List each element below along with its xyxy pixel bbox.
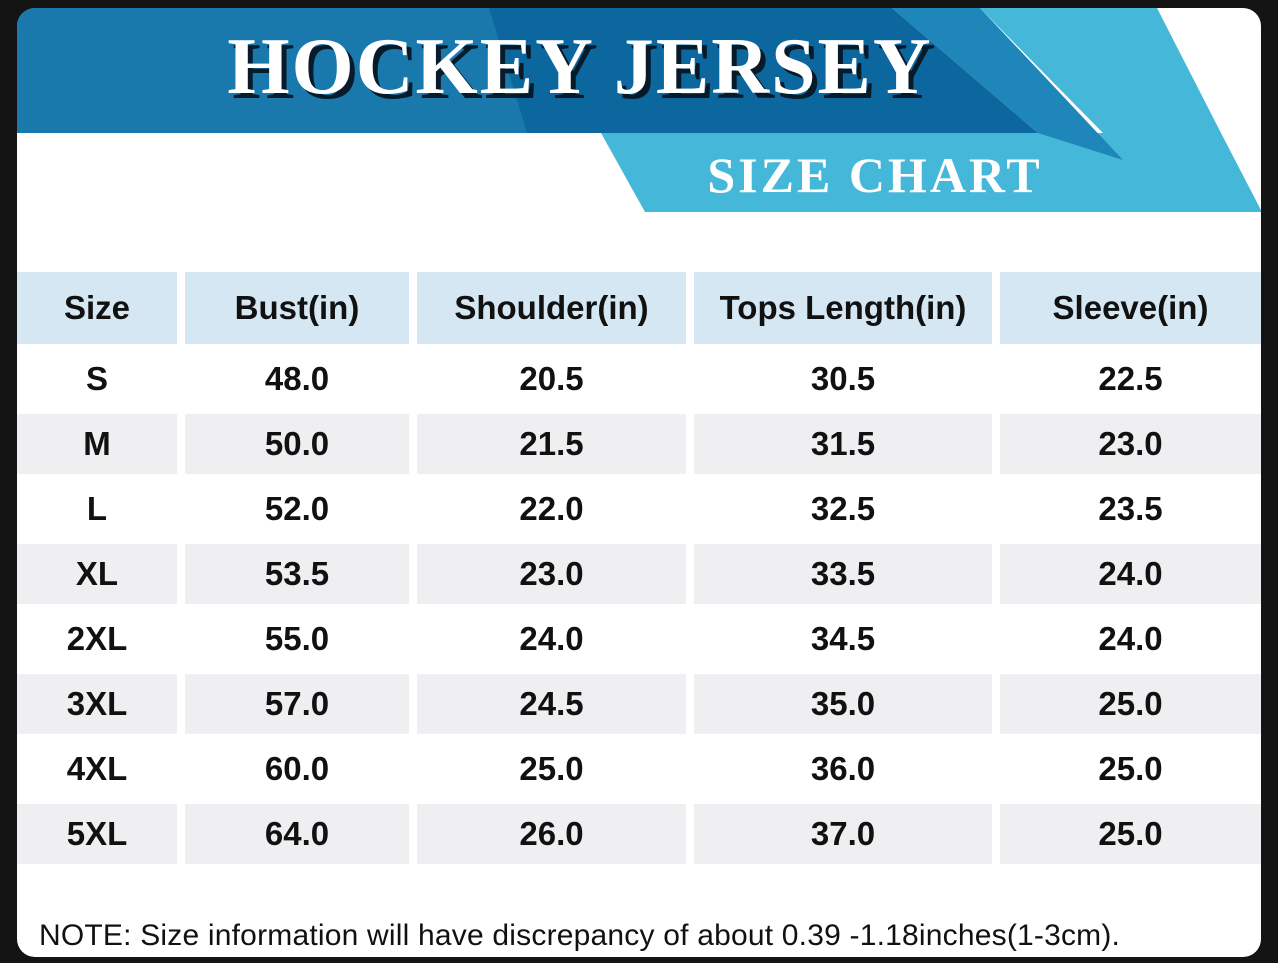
size-cell: M [17, 414, 177, 474]
bust-cell: 57.0 [185, 674, 409, 734]
header-banner: HOCKEY JERSEY SIZE CHART [17, 8, 1261, 220]
bust-cell: 52.0 [185, 479, 409, 539]
tops-length-cell: 30.5 [694, 349, 992, 409]
bust-cell: 53.5 [185, 544, 409, 604]
column-header-shoulder: Shoulder(in) [417, 272, 686, 344]
table-row: M 50.0 21.5 31.5 23.0 [17, 414, 1261, 474]
shoulder-cell: 22.0 [417, 479, 686, 539]
column-header-sleeve: Sleeve(in) [1000, 272, 1261, 344]
tops-length-cell: 34.5 [694, 609, 992, 669]
shoulder-cell: 20.5 [417, 349, 686, 409]
size-cell: 5XL [17, 804, 177, 864]
size-chart-label: SIZE CHART [707, 147, 1043, 203]
size-cell: L [17, 479, 177, 539]
column-header-size: Size [17, 272, 177, 344]
tops-length-cell: 33.5 [694, 544, 992, 604]
tops-length-cell: 37.0 [694, 804, 992, 864]
size-cell: 2XL [17, 609, 177, 669]
sleeve-cell: 23.5 [1000, 479, 1261, 539]
bust-cell: 55.0 [185, 609, 409, 669]
size-table: Size Bust(in) Shoulder(in) Tops Length(i… [17, 267, 1261, 869]
column-header-tops-length: Tops Length(in) [694, 272, 992, 344]
bust-cell: 48.0 [185, 349, 409, 409]
size-cell: 3XL [17, 674, 177, 734]
sleeve-cell: 22.5 [1000, 349, 1261, 409]
tops-length-cell: 36.0 [694, 739, 992, 799]
title-banner-light-shape [17, 8, 527, 133]
shoulder-cell: 23.0 [417, 544, 686, 604]
header-banner-graphic [17, 8, 1261, 212]
tops-length-cell: 32.5 [694, 479, 992, 539]
size-cell: 4XL [17, 739, 177, 799]
medium-blue-band-shape [892, 8, 1123, 160]
table-row: 3XL 57.0 24.5 35.0 25.0 [17, 674, 1261, 734]
page-title: HOCKEY JERSEY [227, 23, 933, 111]
sleeve-cell: 25.0 [1000, 739, 1261, 799]
shoulder-cell: 21.5 [417, 414, 686, 474]
sleeve-cell: 25.0 [1000, 674, 1261, 734]
bust-cell: 64.0 [185, 804, 409, 864]
table-row: 4XL 60.0 25.0 36.0 25.0 [17, 739, 1261, 799]
sleeve-cell: 23.0 [1000, 414, 1261, 474]
bust-cell: 60.0 [185, 739, 409, 799]
shoulder-cell: 26.0 [417, 804, 686, 864]
cyan-chevron-shape [980, 8, 1221, 133]
table-row: 2XL 55.0 24.0 34.5 24.0 [17, 609, 1261, 669]
column-header-bust: Bust(in) [185, 272, 409, 344]
shoulder-cell: 24.0 [417, 609, 686, 669]
size-chart-ribbon-shape [601, 133, 1261, 212]
sleeve-cell: 24.0 [1000, 609, 1261, 669]
shoulder-cell: 25.0 [417, 739, 686, 799]
bust-cell: 50.0 [185, 414, 409, 474]
note-text: NOTE: Size information will have discrep… [39, 919, 1121, 952]
tops-length-cell: 35.0 [694, 674, 992, 734]
table-row: XL 53.5 23.0 33.5 24.0 [17, 544, 1261, 604]
sleeve-cell: 25.0 [1000, 804, 1261, 864]
shoulder-cell: 24.5 [417, 674, 686, 734]
size-cell: XL [17, 544, 177, 604]
table-header-row: Size Bust(in) Shoulder(in) Tops Length(i… [17, 272, 1261, 344]
sleeve-cell: 24.0 [1000, 544, 1261, 604]
tops-length-cell: 31.5 [694, 414, 992, 474]
table-row: 5XL 64.0 26.0 37.0 25.0 [17, 804, 1261, 864]
size-cell: S [17, 349, 177, 409]
table-row: S 48.0 20.5 30.5 22.5 [17, 349, 1261, 409]
size-chart-sheet: HOCKEY JERSEY SIZE CHART Size Bust(in) S… [17, 8, 1261, 957]
table-row: L 52.0 22.0 32.5 23.5 [17, 479, 1261, 539]
